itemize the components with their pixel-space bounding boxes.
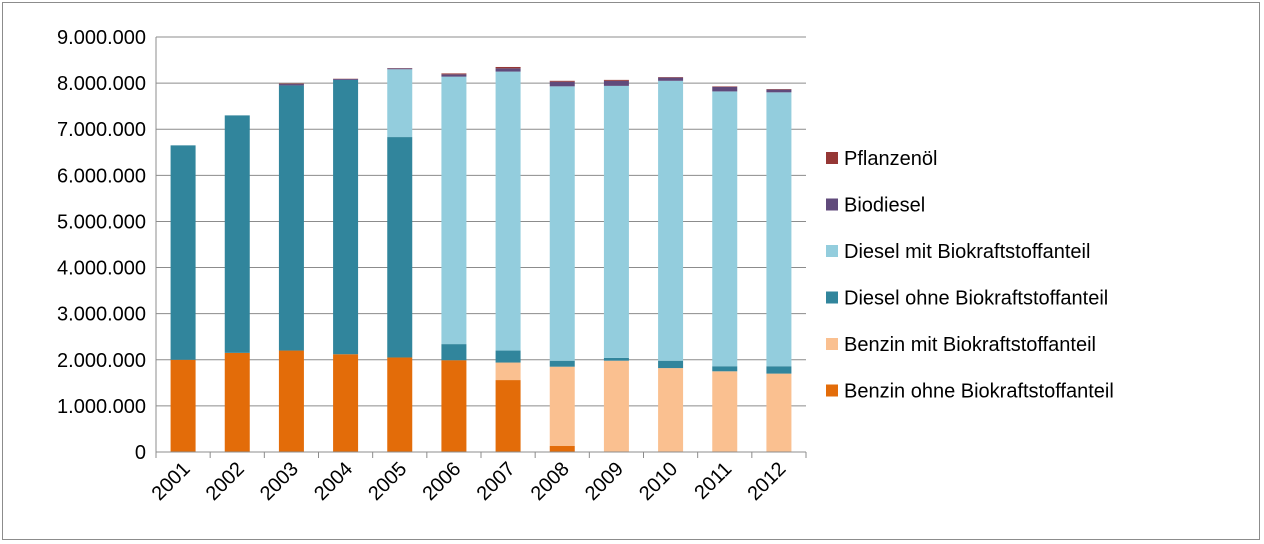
bar-segment [333, 78, 359, 80]
bar-segment [495, 380, 521, 452]
bar-segment [549, 366, 575, 447]
bar-segment [495, 350, 521, 363]
x-tick-label: 2006 [418, 458, 465, 505]
bar-segment [712, 86, 738, 92]
bar-segment [170, 359, 196, 452]
legend-swatch [826, 291, 838, 304]
bar-segment [441, 344, 467, 361]
y-tick-label: 5.000.000 [57, 211, 146, 233]
bar-segment [224, 352, 250, 452]
bar-segment [549, 81, 575, 87]
bar-segment [387, 357, 413, 452]
x-tick-label: 2012 [743, 458, 790, 505]
bar-segment [441, 74, 467, 77]
bar-segment [549, 360, 575, 367]
legend-swatch [826, 338, 838, 350]
x-tick-label: 2002 [202, 458, 249, 505]
bar-segment [549, 86, 575, 361]
bar-segment [712, 91, 738, 367]
y-tick-label: 0 [135, 442, 146, 464]
legend-label: Biodiesel [844, 195, 925, 217]
axes [155, 37, 807, 458]
bar-segment [766, 89, 792, 93]
legend-swatch [826, 198, 838, 211]
bar-segment [495, 66, 521, 69]
bar-segment [603, 357, 629, 361]
legend-label: Pflanzenöl [844, 148, 937, 170]
x-tick-label: 2001 [148, 458, 195, 505]
bar-segment [441, 360, 467, 452]
bar-segment [603, 80, 629, 86]
legend-label: Diesel mit Biokraftstoffanteil [844, 241, 1090, 263]
bar-segment [766, 373, 792, 452]
bar-segment [278, 350, 304, 452]
bar-segment [224, 115, 250, 353]
bar-segment [658, 80, 684, 361]
bar-segment [387, 68, 413, 70]
x-tick-label: 2010 [635, 458, 682, 505]
legend-swatch [826, 384, 838, 397]
y-tick-label: 3.000.000 [57, 304, 146, 326]
x-tick-labels: 2001 2002 2003 2004 2005 2006 2007 2008 2009 2010… [148, 458, 791, 505]
legend-swatch [826, 152, 838, 164]
bar-segment [712, 366, 738, 372]
bar-segment [495, 71, 521, 351]
x-tick-label: 2008 [527, 458, 574, 505]
bar-segment [495, 362, 521, 381]
bar-segment [712, 371, 738, 452]
y-tick-label: 8.000.000 [57, 73, 146, 95]
bar-segment [603, 360, 629, 452]
bar-segment [549, 80, 575, 82]
x-tick-label: 2003 [256, 458, 303, 505]
bar-segment [658, 77, 684, 81]
bar-segment [278, 85, 304, 351]
bar-segment [333, 79, 359, 355]
x-tick-label: 2004 [310, 458, 357, 505]
stacked-bar-chart: 0 1.000.000 2.000.000 3.000.000 4.000.000 5.0… [57, 27, 1114, 505]
legend: Pflanzenöl Biodiesel Diesel mit Biokraftst… [826, 148, 1114, 403]
bar-segment [333, 354, 359, 452]
bar-segment [603, 79, 629, 81]
bar-segment [549, 446, 575, 452]
bar-segment [658, 360, 684, 369]
bars [170, 66, 792, 452]
legend-label: Benzin mit Biokraftstoffanteil [844, 334, 1096, 356]
y-tick-label: 2.000.000 [57, 350, 146, 372]
bar-segment [170, 145, 196, 360]
bar-segment [441, 76, 467, 345]
legend-swatch [826, 245, 838, 257]
bar-segment [495, 68, 521, 72]
y-tick-label: 4.000.000 [57, 258, 146, 280]
x-tick-label: 2007 [473, 458, 520, 505]
x-tick-label: 2009 [581, 458, 628, 505]
bar-segment [603, 85, 629, 358]
legend-label: Benzin ohne Biokraftstoffanteil [844, 381, 1114, 403]
y-tick-label: 1.000.000 [57, 396, 146, 418]
y-tick-label: 9.000.000 [57, 27, 146, 49]
bar-segment [278, 84, 304, 86]
y-tick-label: 7.000.000 [57, 119, 146, 141]
legend-label: Diesel ohne Biokraftstoffanteil [844, 288, 1108, 310]
bar-segment [387, 69, 413, 138]
y-tick-label: 6.000.000 [57, 165, 146, 187]
bar-segment [766, 366, 792, 374]
x-tick-label: 2005 [364, 458, 411, 505]
y-tick-labels: 0 1.000.000 2.000.000 3.000.000 4.000.000 5.0… [57, 27, 146, 464]
bar-segment [441, 73, 467, 75]
gridlines [156, 36, 806, 407]
bar-segment [766, 92, 792, 367]
bar-segment [387, 137, 413, 358]
x-tick-label: 2011 [690, 458, 736, 504]
bar-segment [658, 368, 684, 452]
